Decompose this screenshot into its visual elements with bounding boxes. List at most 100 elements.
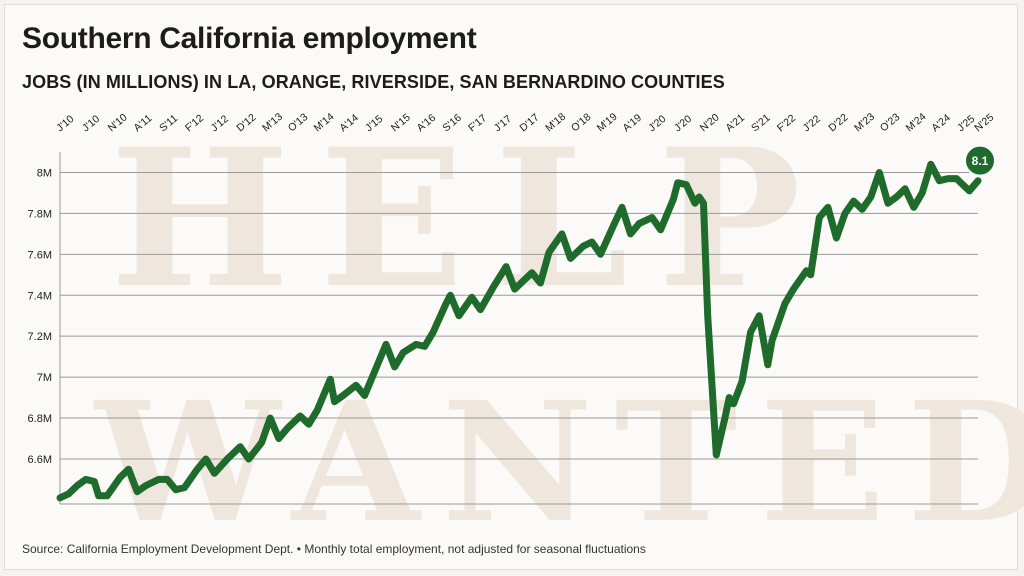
data-point: [316, 408, 319, 411]
data-point: [715, 453, 718, 456]
data-point: [621, 206, 623, 209]
y-axis: 6.6M 6.8M 7M 7.2M 7.4M 7.6M 7.8M 8M: [28, 167, 52, 466]
source-note: Source: California Employment Developmen…: [22, 542, 646, 556]
data-point: [629, 232, 632, 235]
data-point: [93, 480, 96, 483]
data-point: [530, 271, 533, 274]
data-point: [638, 222, 641, 225]
data-point: [977, 179, 979, 182]
data-point: [912, 206, 915, 209]
data-point: [307, 423, 310, 426]
y-tick-label: 7.2M: [28, 331, 52, 343]
data-point: [582, 245, 585, 248]
data-point: [174, 488, 177, 491]
data-point: [728, 396, 731, 399]
watermark: HELP WANTED: [93, 107, 1024, 559]
data-point: [286, 427, 289, 430]
y-tick-label: 7.6M: [28, 249, 52, 261]
y-tick-label: 8M: [37, 167, 52, 179]
data-point: [548, 251, 550, 254]
data-point: [676, 181, 679, 184]
data-point: [522, 279, 525, 282]
data-point: [599, 253, 602, 256]
data-point: [805, 269, 808, 272]
data-point: [590, 241, 593, 243]
data-point: [959, 181, 962, 184]
data-point: [144, 484, 147, 487]
data-point: [76, 484, 79, 487]
data-point: [672, 198, 675, 201]
data-point: [415, 343, 417, 346]
data-point: [539, 282, 542, 284]
data-point: [612, 224, 615, 227]
x-tick-label: M'24: [904, 111, 929, 135]
data-point: [157, 478, 160, 481]
data-point: [741, 380, 744, 383]
watermark-line-1: HELP: [110, 107, 831, 330]
data-point: [183, 486, 186, 489]
data-point: [445, 302, 448, 305]
data-point: [934, 171, 937, 174]
chart-subtitle: JOBS (IN MILLIONS) IN LA, ORANGE, RIVERS…: [22, 72, 725, 92]
data-point: [947, 177, 949, 180]
data-point: [226, 458, 229, 460]
data-point: [213, 472, 216, 475]
data-point: [376, 363, 379, 366]
data-point: [393, 365, 396, 368]
y-tick-label: 6.8M: [28, 413, 52, 425]
data-point: [651, 216, 653, 219]
grid: [59, 152, 978, 505]
data-point: [784, 302, 786, 305]
data-point: [904, 187, 907, 190]
data-point: [260, 441, 263, 444]
data-point: [818, 216, 821, 219]
chart-title: Southern California employment: [22, 22, 477, 55]
data-point: [861, 208, 864, 211]
data-point: [826, 206, 829, 209]
data-point: [470, 296, 473, 299]
y-tick-label: 7M: [37, 372, 52, 384]
data-point: [758, 314, 761, 317]
data-point: [329, 378, 332, 381]
data-point: [204, 458, 207, 460]
y-tick-label: 6.6M: [28, 454, 52, 466]
data-point: [299, 415, 302, 417]
data-point: [505, 265, 508, 268]
data-point: [84, 478, 87, 481]
data-point: [127, 468, 130, 471]
series-layer: [56, 160, 982, 502]
data-point: [749, 331, 752, 334]
end-label-badge: [964, 144, 996, 177]
data-point: [97, 494, 100, 497]
data-point: [402, 351, 405, 354]
x-tick-label: A'24: [929, 112, 953, 135]
data-point: [732, 402, 735, 405]
data-point: [702, 202, 705, 205]
data-point: [938, 179, 941, 182]
data-point: [355, 384, 357, 387]
data-point: [239, 445, 242, 448]
data-point: [706, 314, 709, 317]
data-point: [895, 196, 898, 198]
end-label-group: 8.1: [964, 144, 996, 177]
data-point: [269, 417, 272, 419]
data-point: [723, 417, 726, 419]
data-point: [878, 171, 881, 174]
data-point: [457, 314, 460, 317]
data-point: [886, 202, 889, 205]
data-point: [196, 468, 199, 471]
data-point: [968, 189, 971, 192]
data-point: [809, 273, 812, 276]
data-point: [492, 286, 495, 289]
data-point: [844, 212, 846, 215]
data-point: [67, 492, 70, 495]
data-point: [921, 191, 924, 194]
data-point: [835, 237, 838, 239]
data-point: [136, 490, 139, 493]
data-point: [333, 400, 336, 403]
data-point: [449, 294, 452, 297]
data-point: [166, 478, 169, 481]
series-line: [56, 160, 982, 502]
data-point: [869, 196, 872, 198]
